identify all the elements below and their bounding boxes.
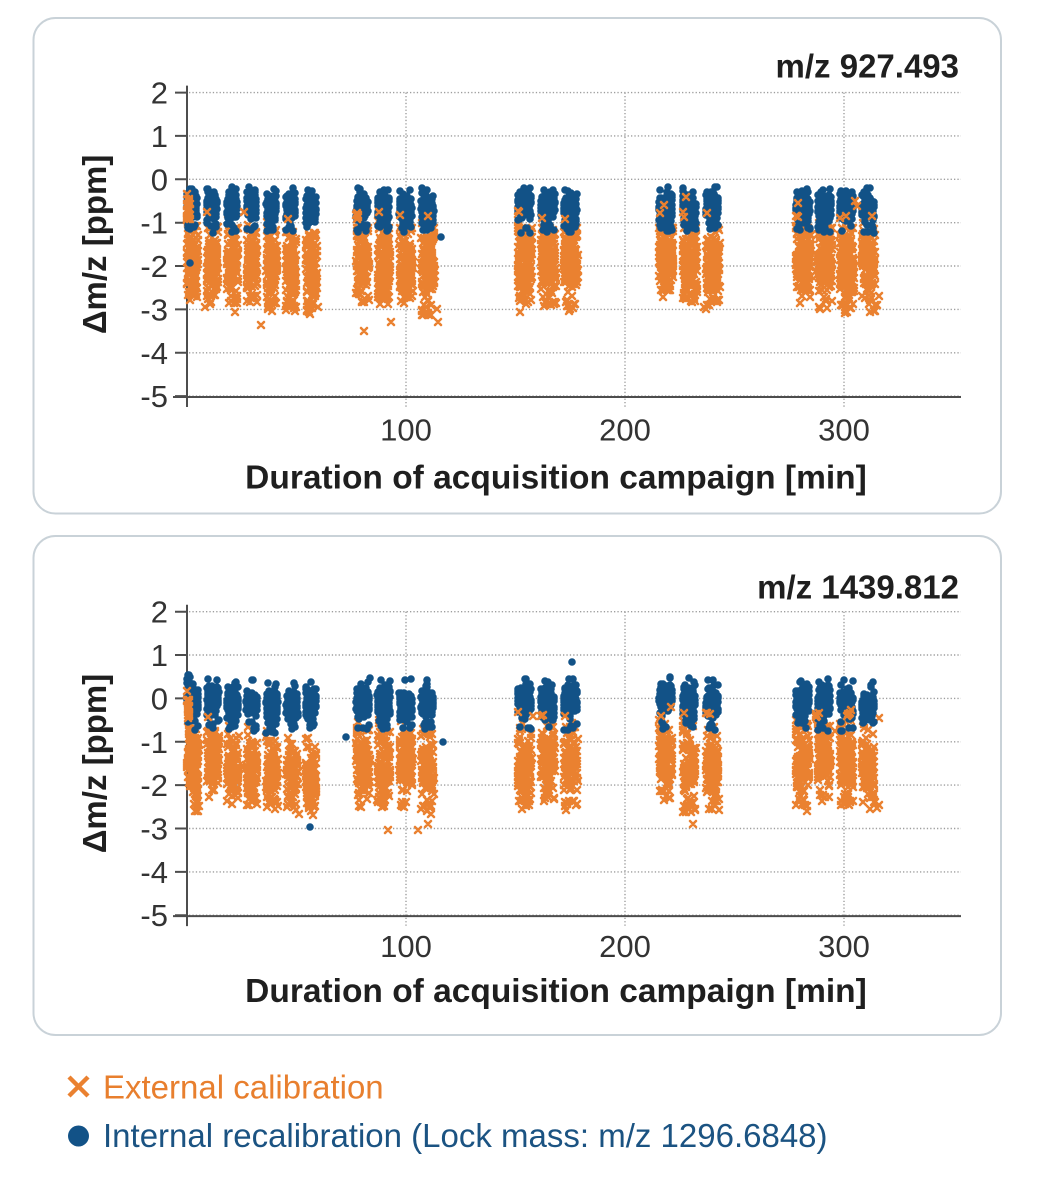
svg-text:300: 300	[818, 929, 870, 964]
svg-text:Δm/z [ppm]: Δm/z [ppm]	[76, 155, 113, 335]
svg-text:200: 200	[599, 412, 651, 447]
svg-text:2: 2	[151, 595, 168, 630]
svg-text:External calibration: External calibration	[103, 1069, 384, 1106]
svg-text:-4: -4	[140, 855, 168, 890]
svg-text:-5: -5	[140, 379, 168, 414]
svg-text:-2: -2	[140, 768, 168, 803]
svg-text:m/z 1439.812: m/z 1439.812	[757, 569, 959, 606]
svg-text:Internal recalibration (Lock m: Internal recalibration (Lock mass: m/z 1…	[103, 1117, 828, 1154]
svg-text:1: 1	[151, 638, 168, 673]
svg-text:1: 1	[151, 119, 168, 154]
svg-text:0: 0	[151, 162, 168, 197]
svg-text:Δm/z [ppm]: Δm/z [ppm]	[76, 674, 113, 854]
svg-text:100: 100	[380, 929, 432, 964]
svg-text:-3: -3	[140, 292, 168, 327]
svg-text:-5: -5	[140, 898, 168, 933]
svg-text:-1: -1	[140, 725, 168, 760]
svg-text:-2: -2	[140, 249, 168, 284]
svg-text:-3: -3	[140, 812, 168, 847]
svg-text:Duration of acquisition campai: Duration of acquisition campaign [min]	[245, 973, 867, 1010]
svg-text:300: 300	[818, 412, 870, 447]
svg-text:200: 200	[599, 929, 651, 964]
svg-text:m/z 927.493: m/z 927.493	[776, 48, 959, 85]
svg-text:0: 0	[151, 681, 168, 716]
svg-text:-4: -4	[140, 336, 168, 371]
svg-text:Duration of acquisition campai: Duration of acquisition campaign [min]	[245, 460, 867, 497]
svg-text:-1: -1	[140, 206, 168, 241]
svg-text:100: 100	[380, 412, 432, 447]
svg-text:2: 2	[151, 76, 168, 111]
